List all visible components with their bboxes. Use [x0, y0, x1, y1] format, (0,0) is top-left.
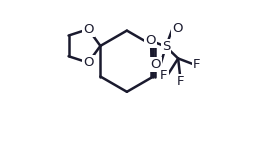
Text: O: O — [172, 22, 183, 35]
Text: O: O — [83, 56, 93, 69]
Text: S: S — [162, 40, 170, 53]
Text: F: F — [160, 69, 168, 82]
Text: F: F — [177, 75, 185, 88]
Text: F: F — [193, 58, 201, 71]
Text: O: O — [83, 23, 93, 36]
Text: O: O — [145, 34, 156, 47]
Text: O: O — [150, 58, 161, 71]
